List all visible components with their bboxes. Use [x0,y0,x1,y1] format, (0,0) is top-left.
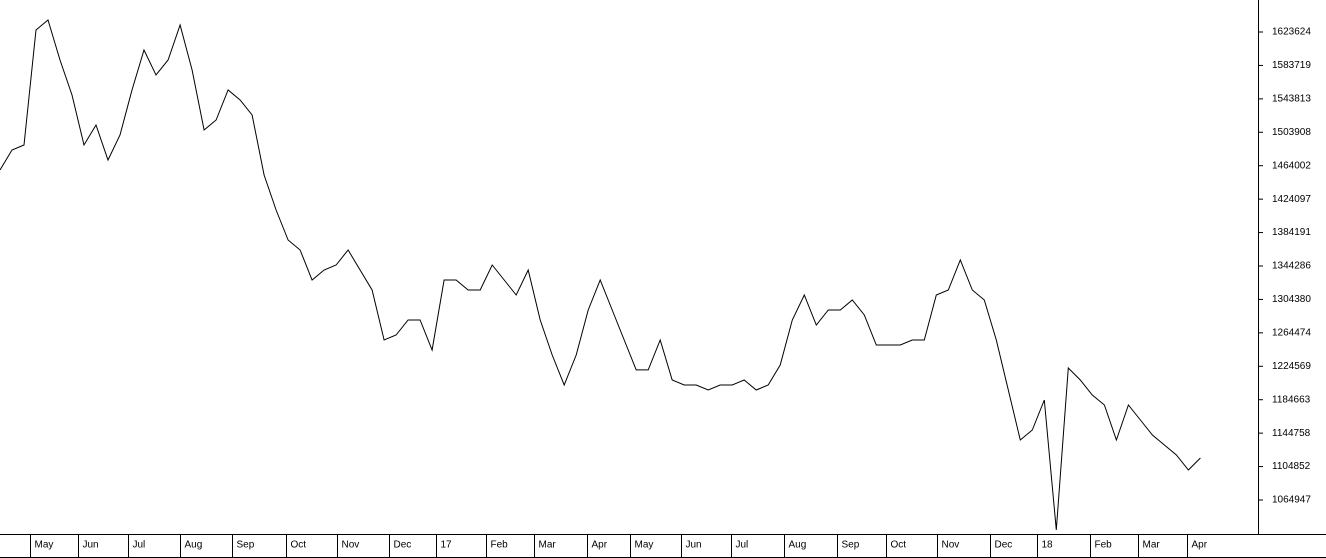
x-tick-label: Jun [83,540,99,551]
y-tick-label: 1344286 [1272,261,1311,272]
x-tick-label: Sep [237,540,255,551]
x-tick-label: Dec [995,540,1013,551]
x-tick-label: Feb [1095,540,1113,551]
x-tick-label: May [635,540,654,551]
x-tick-label: 17 [441,540,453,551]
y-tick-label: 1543813 [1272,93,1311,104]
x-tick-label: Nov [342,540,360,551]
y-tick-label: 1583719 [1272,60,1311,71]
x-tick-label: Jul [133,540,146,551]
price-line [0,19,1201,530]
y-tick-label: 1503908 [1272,127,1311,138]
y-tick-label: 1384191 [1272,227,1311,238]
x-tick-label: Aug [789,540,807,551]
x-tick-label: Jul [736,540,749,551]
x-tick-label: Apr [592,540,608,551]
y-tick-label: 1104852 [1272,461,1311,472]
x-tick-label: Feb [491,540,509,551]
x-tick-label: Aug [185,540,203,551]
x-tick-label: Apr [1192,540,1208,551]
y-tick-label: 1144758 [1272,428,1311,439]
y-tick-label: 1264474 [1272,327,1311,338]
y-tick-label: 1064947 [1272,495,1311,506]
x-tick-label: Nov [942,540,960,551]
x-tick-label: Sep [842,540,860,551]
y-tick-label: 1424097 [1272,194,1311,205]
x-tick-label: Jun [686,540,702,551]
x-tick-label: Mar [539,540,557,551]
x-tick-label: Dec [394,540,412,551]
y-tick-label: 1184663 [1272,394,1311,405]
y-tick-label: 1224569 [1272,361,1311,372]
x-tick-label: Oct [291,540,307,551]
x-tick-label: May [35,540,54,551]
y-tick-label: 1623624 [1272,27,1311,38]
x-tick-label: 18 [1042,540,1054,551]
y-tick-label: 1464002 [1272,160,1311,171]
x-tick-label: Oct [891,540,907,551]
y-tick-label: 1304380 [1272,294,1311,305]
x-tick-label: Mar [1143,540,1161,551]
